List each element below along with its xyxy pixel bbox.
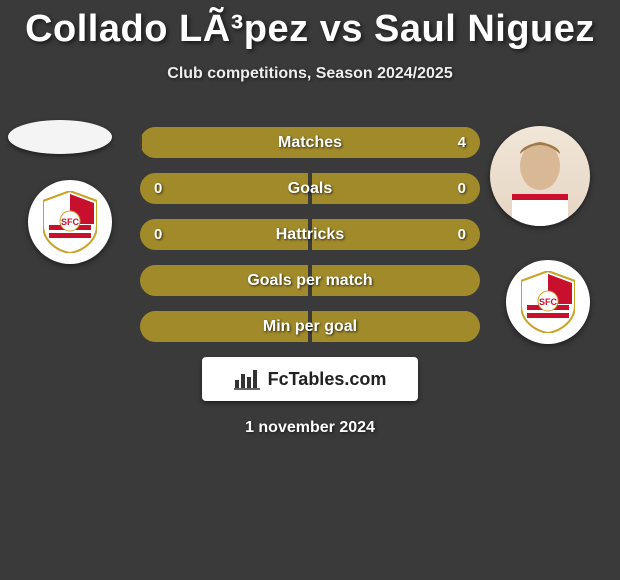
bar-fill-right <box>140 127 480 158</box>
stat-row: Min per goal <box>140 311 480 342</box>
sevilla-crest-icon: SFC <box>43 191 97 253</box>
bar-fill-left <box>140 219 310 250</box>
stat-row: Hattricks00 <box>140 219 480 250</box>
player-silhouette-icon <box>490 126 590 226</box>
bar-gap <box>140 127 142 158</box>
brand-box[interactable]: FcTables.com <box>202 357 418 401</box>
svg-text:SFC: SFC <box>539 297 558 307</box>
stat-value-right: 0 <box>458 173 466 204</box>
bar-fill-right <box>310 265 480 296</box>
stat-value-left: 0 <box>154 173 162 204</box>
sevilla-crest-icon: SFC <box>521 271 575 333</box>
stat-value-right: 0 <box>458 219 466 250</box>
bar-gap <box>308 219 312 250</box>
stat-value-left: 0 <box>154 219 162 250</box>
bar-gap <box>308 311 312 342</box>
player-left-crest: SFC <box>28 180 112 264</box>
player-right-crest: SFC <box>506 260 590 344</box>
bar-fill-right <box>310 219 480 250</box>
comparison-bars: Matches4Goals00Hattricks00Goals per matc… <box>140 127 480 342</box>
stat-value-right: 4 <box>458 127 466 158</box>
bar-fill-left <box>140 311 310 342</box>
player-right-avatar <box>490 126 590 226</box>
brand-text: FcTables.com <box>268 369 387 390</box>
stat-row: Goals00 <box>140 173 480 204</box>
stat-row: Goals per match <box>140 265 480 296</box>
bar-fill-left <box>140 173 310 204</box>
stat-row: Matches4 <box>140 127 480 158</box>
bar-fill-right <box>310 173 480 204</box>
svg-text:SFC: SFC <box>61 217 80 227</box>
infographic-date: 1 november 2024 <box>0 419 620 437</box>
page-subtitle: Club competitions, Season 2024/2025 <box>0 65 620 83</box>
page-title: Collado LÃ³pez vs Saul Niguez <box>0 0 620 51</box>
bar-chart-icon <box>234 368 260 390</box>
bar-fill-right <box>310 311 480 342</box>
player-left-avatar <box>8 120 112 154</box>
bar-gap <box>308 173 312 204</box>
bar-fill-left <box>140 265 310 296</box>
bar-gap <box>308 265 312 296</box>
